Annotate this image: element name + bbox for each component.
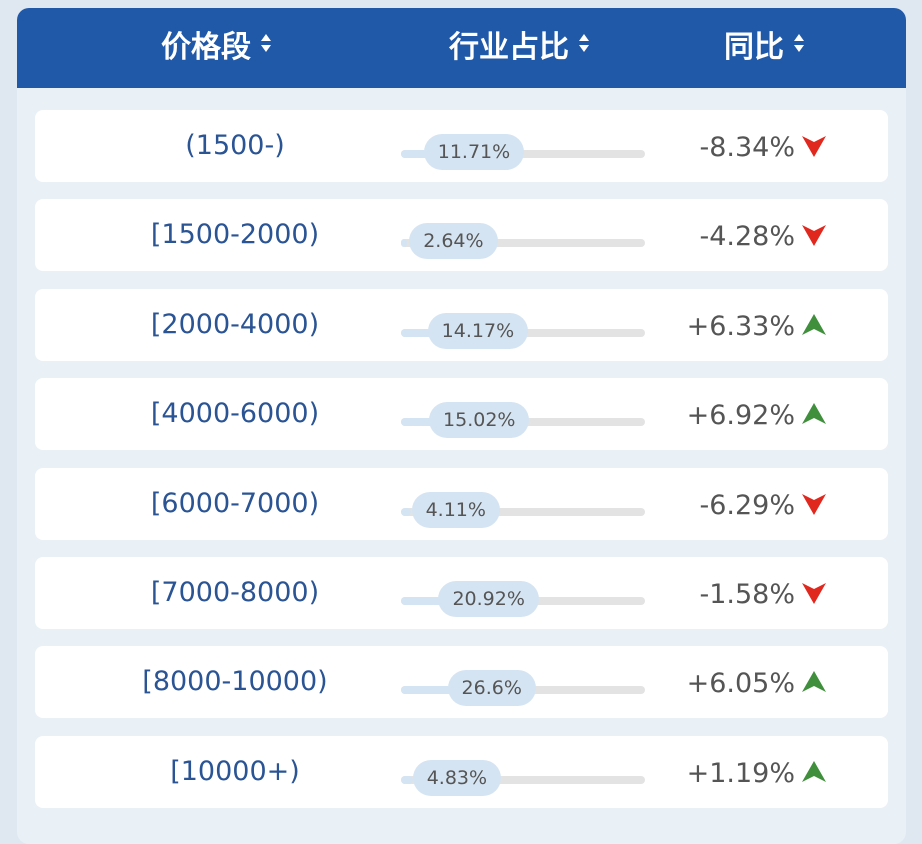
- share-label: 11.71%: [423, 134, 525, 170]
- header-text: 同比: [724, 30, 784, 65]
- yoy-change: +1.19%: [686, 757, 795, 789]
- arrow-up: [802, 671, 826, 693]
- price-range: [4000-6000): [150, 398, 320, 430]
- trend-arrow: [802, 313, 826, 335]
- trend-arrow: [802, 225, 826, 247]
- table-row: [8000-10000) 26.6% +6.05%: [35, 646, 888, 719]
- share-label: 4.11%: [411, 491, 500, 528]
- price-range: [1500-2000): [150, 219, 320, 251]
- sort-down: [261, 44, 271, 52]
- price-range: [6000-7000): [150, 487, 320, 519]
- trend-arrow: [802, 760, 826, 782]
- share-bar: [401, 328, 436, 337]
- yoy-change: -6.29%: [699, 489, 795, 521]
- share-bar: [401, 507, 412, 516]
- sort-icon[interactable]: [792, 30, 806, 56]
- trend-arrow: [802, 583, 826, 604]
- sort-icon[interactable]: [259, 30, 273, 56]
- sort-down: [579, 44, 589, 52]
- trend-arrow: [802, 403, 826, 425]
- arrow-down: [802, 225, 826, 247]
- share-bar: [401, 597, 453, 605]
- table-panel: 价格段 行业占比 同比 (1500-) 11.71% -8.34% [1500-2000)…: [17, 8, 906, 844]
- yoy-change: +6.33%: [686, 310, 795, 342]
- trend-arrow: [802, 136, 826, 157]
- yoy-change: -8.34%: [699, 132, 795, 163]
- table-row: [6000-7000) 4.11% -6.29%: [35, 467, 888, 540]
- column-header[interactable]: 行业占比: [449, 8, 591, 88]
- arrow-up: [802, 313, 826, 335]
- table-row: [10000+) 4.83% +1.19%: [35, 735, 888, 808]
- arrow-down: [802, 583, 826, 604]
- share-bar: [401, 150, 430, 158]
- sort-up: [579, 33, 589, 41]
- share-label: 26.6%: [447, 670, 536, 707]
- share-track: [401, 507, 645, 516]
- arrow-up: [802, 760, 826, 782]
- yoy-change: -4.28%: [699, 221, 795, 253]
- arrow-up: [802, 403, 826, 425]
- header-text: 价格段: [161, 30, 251, 65]
- price-range: (1500-): [185, 130, 285, 161]
- sort-up: [261, 33, 271, 41]
- share-bar: [401, 239, 408, 248]
- arrow-down: [802, 493, 826, 515]
- trend-arrow: [802, 671, 826, 693]
- share-label: 2.64%: [409, 223, 498, 260]
- yoy-change: -1.58%: [699, 579, 795, 610]
- table-row: (1500-) 11.71% -8.34%: [35, 110, 888, 182]
- yoy-change: +6.92%: [686, 400, 795, 432]
- share-bar: [401, 775, 413, 784]
- trend-arrow: [802, 493, 826, 515]
- share-track: [401, 775, 645, 784]
- arrow-down: [802, 136, 826, 157]
- column-header[interactable]: 价格段: [161, 8, 273, 88]
- table-row: [7000-8000) 20.92% -1.58%: [35, 557, 888, 629]
- sort-down: [794, 44, 804, 52]
- table-header: 价格段 行业占比 同比: [17, 8, 906, 88]
- price-range: [2000-4000): [150, 308, 320, 340]
- share-label: 14.17%: [427, 312, 529, 349]
- share-bar: [401, 686, 466, 695]
- share-label: 15.02%: [429, 402, 530, 439]
- table-row: [2000-4000) 14.17% +6.33%: [35, 288, 888, 361]
- table-row: [1500-2000) 2.64% -4.28%: [35, 199, 888, 272]
- header-text: 行业占比: [449, 30, 569, 65]
- sort-icon[interactable]: [577, 30, 591, 56]
- share-label: 20.92%: [438, 581, 539, 617]
- yoy-change: +6.05%: [686, 668, 795, 700]
- table-row: [4000-6000) 15.02% +6.92%: [35, 378, 888, 451]
- share-bar: [401, 418, 438, 427]
- price-range: [10000+): [170, 755, 300, 787]
- price-range: [8000-10000): [142, 666, 328, 698]
- column-header[interactable]: 同比: [724, 8, 806, 88]
- price-range: [7000-8000): [150, 577, 320, 608]
- share-label: 4.83%: [412, 759, 502, 796]
- sort-up: [794, 33, 804, 41]
- share-track: [401, 239, 645, 248]
